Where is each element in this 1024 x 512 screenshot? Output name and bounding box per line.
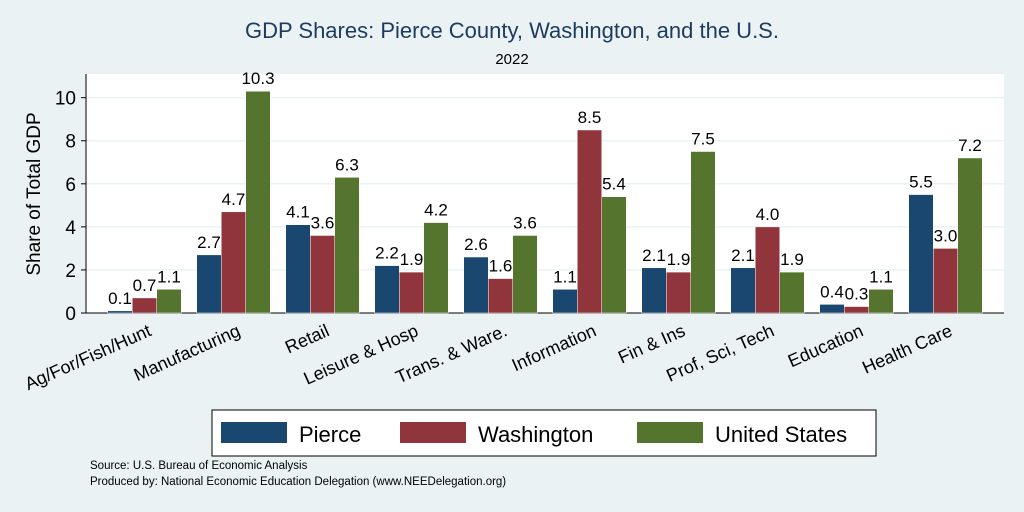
x-tick-label: Information	[509, 320, 599, 375]
bar	[285, 224, 311, 314]
data-label: 2.1	[642, 246, 666, 265]
data-label: 0.1	[108, 289, 132, 308]
x-tick-label: Retail	[282, 320, 332, 357]
chart-subtitle: 2022	[495, 51, 529, 68]
x-tick-label: Education	[785, 320, 866, 371]
bar	[868, 289, 894, 314]
bar	[730, 267, 756, 314]
chart-title: GDP Shares: Pierce County, Washington, a…	[245, 18, 779, 43]
data-label: 1.9	[667, 250, 691, 269]
bar	[755, 226, 780, 314]
bar	[512, 235, 538, 314]
bar	[334, 177, 360, 314]
data-label: 7.5	[691, 130, 715, 149]
y-tick-label: 10	[55, 89, 76, 110]
bar	[156, 289, 182, 314]
bar	[552, 289, 578, 314]
bar	[690, 151, 716, 314]
bar	[666, 271, 691, 314]
y-tick-label: 0	[65, 304, 76, 325]
bar	[196, 254, 222, 314]
bar	[844, 306, 869, 314]
data-label: 4.1	[286, 203, 310, 222]
x-tick-label: Health Care	[859, 320, 955, 377]
data-label: 6.3	[335, 155, 359, 174]
data-label: 4.2	[424, 201, 448, 220]
data-label: 2.7	[197, 233, 221, 252]
legend-swatch	[400, 422, 466, 443]
legend-swatch	[221, 422, 287, 443]
y-tick-label: 4	[65, 218, 76, 239]
data-label: 7.2	[958, 136, 982, 155]
x-tick-label: Ag/For/Fish/Hunt	[22, 320, 154, 394]
data-label: 5.5	[909, 173, 933, 192]
bar	[374, 265, 400, 314]
data-label: 0.7	[133, 276, 157, 295]
bar	[933, 248, 958, 314]
y-axis-label: Share of Total GDP	[24, 112, 45, 275]
data-label: 0.3	[845, 285, 869, 304]
y-tick-label: 8	[65, 132, 76, 153]
bar	[577, 129, 602, 314]
bar	[399, 271, 424, 314]
data-label: 2.6	[464, 235, 488, 254]
bar	[957, 157, 983, 314]
data-label: 1.1	[157, 267, 181, 286]
bar	[819, 304, 845, 314]
bar	[132, 297, 157, 314]
bar	[779, 271, 805, 314]
data-label: 1.1	[869, 267, 893, 286]
bar	[245, 90, 271, 314]
bar	[488, 278, 513, 314]
source-note: Source: U.S. Bureau of Economic Analysis	[90, 460, 308, 472]
bar	[221, 211, 246, 314]
data-label: 3.6	[513, 213, 537, 232]
data-label: 3.0	[934, 226, 958, 245]
data-label: 10.3	[241, 69, 274, 88]
legend-label: Washington	[478, 422, 593, 447]
data-label: 5.4	[602, 175, 626, 194]
bar	[601, 196, 627, 314]
y-tick-label: 6	[65, 175, 76, 196]
data-label: 3.6	[311, 213, 335, 232]
bar	[423, 222, 449, 314]
legend-swatch	[637, 422, 703, 443]
data-label: 2.2	[375, 244, 399, 263]
produced-note: Produced by: National Economic Education…	[90, 476, 507, 488]
data-label: 1.6	[489, 257, 513, 276]
data-label: 1.9	[780, 250, 804, 269]
bar	[310, 235, 335, 314]
data-label: 4.7	[222, 190, 246, 209]
data-label: 1.1	[553, 267, 577, 286]
y-tick-label: 2	[65, 261, 76, 282]
legend-label: Pierce	[299, 422, 361, 447]
data-label: 1.9	[400, 250, 424, 269]
legend-label: United States	[715, 422, 847, 447]
data-label: 0.4	[820, 282, 844, 301]
legend	[211, 409, 877, 457]
data-label: 2.1	[731, 246, 755, 265]
bar	[641, 267, 667, 314]
bar	[107, 310, 133, 314]
bar	[463, 256, 489, 314]
bar	[908, 194, 934, 314]
data-label: 8.5	[578, 108, 602, 127]
data-label: 4.0	[756, 205, 780, 224]
